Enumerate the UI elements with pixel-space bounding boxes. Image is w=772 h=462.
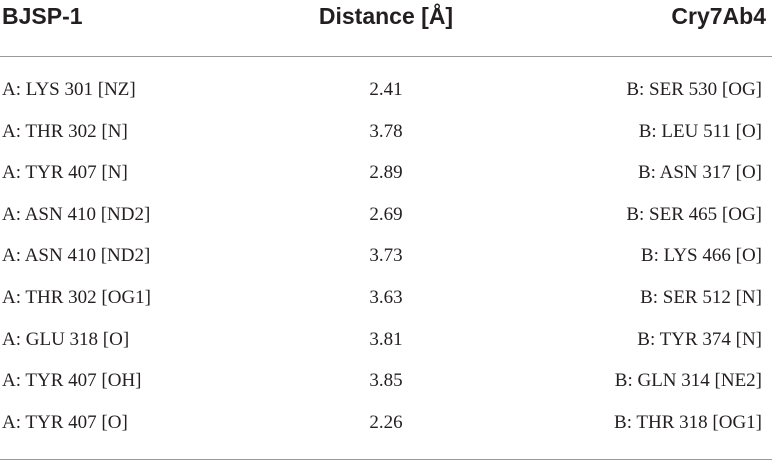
cry7ab4-residue-cell: B: SER 530 [OG] — [626, 79, 762, 100]
table-row: A: LYS 301 [NZ] 2.41 B: SER 530 [OG] — [0, 75, 772, 117]
table-row: A: TYR 407 [N] 2.89 B: ASN 317 [O] — [0, 158, 772, 200]
table-row: A: THR 302 [N] 3.78 B: LEU 511 [O] — [0, 117, 772, 159]
cry7ab4-residue-cell: B: LYS 466 [O] — [640, 245, 762, 267]
distance-cell: 3.85 — [369, 370, 403, 392]
table-row: A: GLU 318 [O] 3.81 B: TYR 374 [N] — [0, 325, 772, 367]
table-row: A: TYR 407 [OH] 3.85 B: GLN 314 [NE2] — [0, 366, 772, 408]
table-bottom-rule — [0, 459, 772, 460]
distance-cell: 2.26 — [369, 411, 403, 433]
table-header: BJSP-1 Distance [Å] Cry7Ab4 — [0, 0, 772, 40]
distance-cell: 2.89 — [369, 162, 403, 184]
bjsp1-residue-cell: A: ASN 410 [ND2] — [2, 203, 151, 225]
distance-cell: 3.63 — [369, 286, 403, 308]
cry7ab4-residue-cell: B: SER 512 [N] — [640, 286, 762, 308]
bjsp1-residue-cell: A: GLU 318 [O] — [2, 328, 130, 350]
bjsp1-residue-cell: A: TYR 407 [O] — [2, 411, 128, 433]
header-distance: Distance [Å] — [318, 3, 454, 29]
distance-cell: 3.81 — [369, 328, 403, 350]
distance-cell: 3.73 — [369, 245, 403, 267]
table-row: A: TYR 407 [O] 2.26 B: THR 318 [OG1] — [0, 408, 772, 450]
distance-cell: 2.41 — [369, 79, 403, 100]
bjsp1-residue-cell: A: THR 302 [OG1] — [2, 286, 152, 308]
distance-cell: 3.78 — [369, 120, 403, 142]
bjsp1-residue-cell: A: ASN 410 [ND2] — [2, 245, 151, 267]
bjsp1-residue-cell: A: TYR 407 [OH] — [2, 370, 142, 392]
header-bjsp1: BJSP-1 — [2, 3, 83, 29]
distance-cell: 2.69 — [369, 203, 403, 225]
bjsp1-residue-cell: A: TYR 407 [N] — [2, 162, 128, 184]
cry7ab4-residue-cell: B: GLN 314 [NE2] — [614, 370, 762, 392]
table-row: A: THR 302 [OG1] 3.63 B: SER 512 [N] — [0, 283, 772, 325]
table-row: A: ASN 410 [ND2] 2.69 B: SER 465 [OG] — [0, 200, 772, 242]
cry7ab4-residue-cell: B: TYR 374 [N] — [637, 328, 762, 350]
header-divider — [0, 56, 772, 57]
bjsp1-residue-cell: A: THR 302 [N] — [2, 120, 128, 142]
cry7ab4-residue-cell: B: ASN 317 [O] — [637, 162, 762, 184]
table-row: A: ASN 410 [ND2] 3.73 B: LYS 466 [O] — [0, 241, 772, 283]
cry7ab4-residue-cell: B: THR 318 [OG1] — [614, 411, 762, 433]
bjsp1-residue-cell: A: LYS 301 [NZ] — [2, 79, 136, 100]
cry7ab4-residue-cell: B: LEU 511 [O] — [638, 120, 762, 142]
header-cry7ab4: Cry7Ab4 — [671, 3, 766, 29]
table-body: A: LYS 301 [NZ] 2.41 B: SER 530 [OG] A: … — [0, 75, 772, 449]
cry7ab4-residue-cell: B: SER 465 [OG] — [626, 203, 762, 225]
